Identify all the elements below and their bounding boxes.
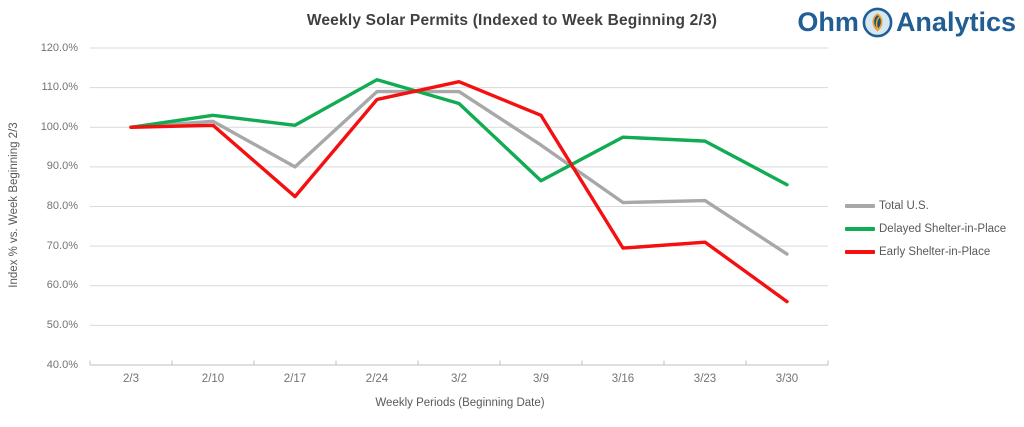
y-tick-label: 100.0% — [40, 120, 78, 133]
leaf-circle-icon — [862, 7, 893, 38]
legend-item: Total U.S. — [845, 200, 1006, 212]
x-tick-label: 3/23 — [693, 373, 717, 385]
x-tick-label: 3/9 — [533, 373, 549, 385]
y-tick-label: 120.0% — [40, 41, 78, 54]
y-tick-label: 70.0% — [46, 239, 78, 252]
legend-label: Early Shelter-in-Place — [879, 246, 991, 258]
legend: Total U.S. Delayed Shelter-in-Place Early … — [845, 200, 1006, 258]
series-line-early-shelter-in-place — [129, 79, 789, 304]
legend-swatch — [845, 204, 875, 208]
x-tick-label: 2/17 — [283, 373, 307, 385]
legend-swatch — [845, 250, 875, 254]
x-tick-label: 2/3 — [123, 373, 139, 385]
legend-swatch — [845, 227, 875, 231]
x-tick-label: 2/24 — [365, 373, 389, 385]
legend-label: Total U.S. — [879, 200, 929, 212]
y-tick-label: 90.0% — [46, 160, 78, 173]
x-tick-label: 3/16 — [611, 373, 635, 385]
ohm-analytics-logo: Ohm Analytics — [797, 7, 1016, 38]
y-tick-label: 110.0% — [41, 81, 79, 94]
series-line-total-u-s — [129, 89, 789, 256]
y-tick-label: 50.0% — [46, 318, 78, 331]
x-axis-title: Weekly Periods (Beginning Date) — [375, 397, 545, 409]
y-tick-label: 60.0% — [46, 279, 78, 292]
legend-item: Delayed Shelter-in-Place — [845, 223, 1006, 235]
series-line-delayed-shelter-in-place — [129, 77, 789, 187]
logo-text-ohm: Ohm — [797, 7, 859, 37]
y-tick-label: 40.0% — [46, 358, 78, 371]
x-tick-label: 3/30 — [775, 373, 799, 385]
y-tick-label: 80.0% — [46, 200, 78, 212]
logo-text-analytics: Analytics — [895, 7, 1016, 37]
x-tick-label: 3/2 — [451, 373, 467, 385]
chart-title: Weekly Solar Permits (Indexed to Week Be… — [306, 12, 718, 29]
legend-item: Early Shelter-in-Place — [845, 246, 1006, 258]
x-tick-label: 2/10 — [201, 373, 225, 385]
legend-label: Delayed Shelter-in-Place — [879, 223, 1007, 235]
